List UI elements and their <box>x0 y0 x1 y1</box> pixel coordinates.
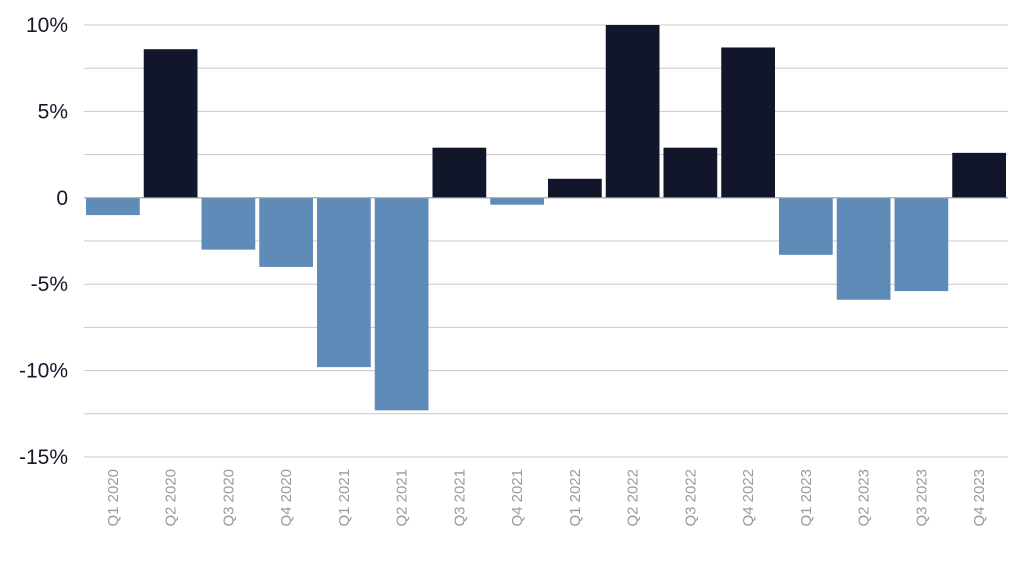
x-tick-label: Q1 2022 <box>567 469 584 527</box>
x-tick-label: Q2 2023 <box>856 469 873 527</box>
bar-q2-2023 <box>836 197 891 300</box>
bar-q4-2022 <box>721 47 775 198</box>
x-tick-label: Q2 2020 <box>163 469 180 527</box>
x-tick-label: Q4 2023 <box>971 469 988 527</box>
x-axis-ticks: Q1 2020 Q2 2020 Q3 2020 Q4 2020 Q1 2021 Q2 20… <box>105 469 988 527</box>
bar-q1-2020 <box>86 197 140 216</box>
y-tick-label: 5% <box>38 100 68 123</box>
x-tick-label: Q3 2022 <box>682 469 699 527</box>
bar-q4-2021 <box>490 197 544 205</box>
x-tick-label: Q4 2020 <box>278 469 295 527</box>
bar-q3-2023 <box>894 197 949 292</box>
y-axis-ticks: 10% 5% 0 -5% -10% -15% <box>19 14 68 469</box>
y-tick-label: -5% <box>31 273 68 296</box>
bar-q3-2021 <box>432 147 487 198</box>
bars <box>86 25 1006 411</box>
x-tick-label: Q1 2023 <box>798 469 815 527</box>
x-tick-label: Q4 2022 <box>740 469 757 527</box>
x-tick-label: Q4 2021 <box>509 469 526 527</box>
bar-q2-2022 <box>605 25 660 198</box>
x-tick-label: Q3 2021 <box>451 469 468 527</box>
bar-q3-2022 <box>663 147 718 198</box>
bar-q1-2022 <box>548 178 602 198</box>
y-tick-label: 0 <box>56 187 68 210</box>
x-tick-label: Q2 2021 <box>394 469 411 527</box>
x-tick-label: Q2 2022 <box>625 469 642 527</box>
bar-q2-2020 <box>143 49 198 198</box>
bar-q2-2021 <box>374 197 429 411</box>
bar-q4-2020 <box>259 197 313 267</box>
bar-q1-2021 <box>317 197 371 368</box>
bar-q1-2023 <box>779 197 833 255</box>
y-tick-label: -15% <box>19 446 68 469</box>
x-tick-label: Q1 2021 <box>336 469 353 527</box>
x-tick-label: Q3 2023 <box>913 469 930 527</box>
bar-q3-2020 <box>201 197 256 250</box>
y-tick-label: -10% <box>19 360 68 383</box>
bar-q4-2023 <box>952 152 1006 198</box>
x-tick-label: Q1 2020 <box>105 469 122 527</box>
y-tick-label: 10% <box>26 14 68 37</box>
x-tick-label: Q3 2020 <box>220 469 237 527</box>
